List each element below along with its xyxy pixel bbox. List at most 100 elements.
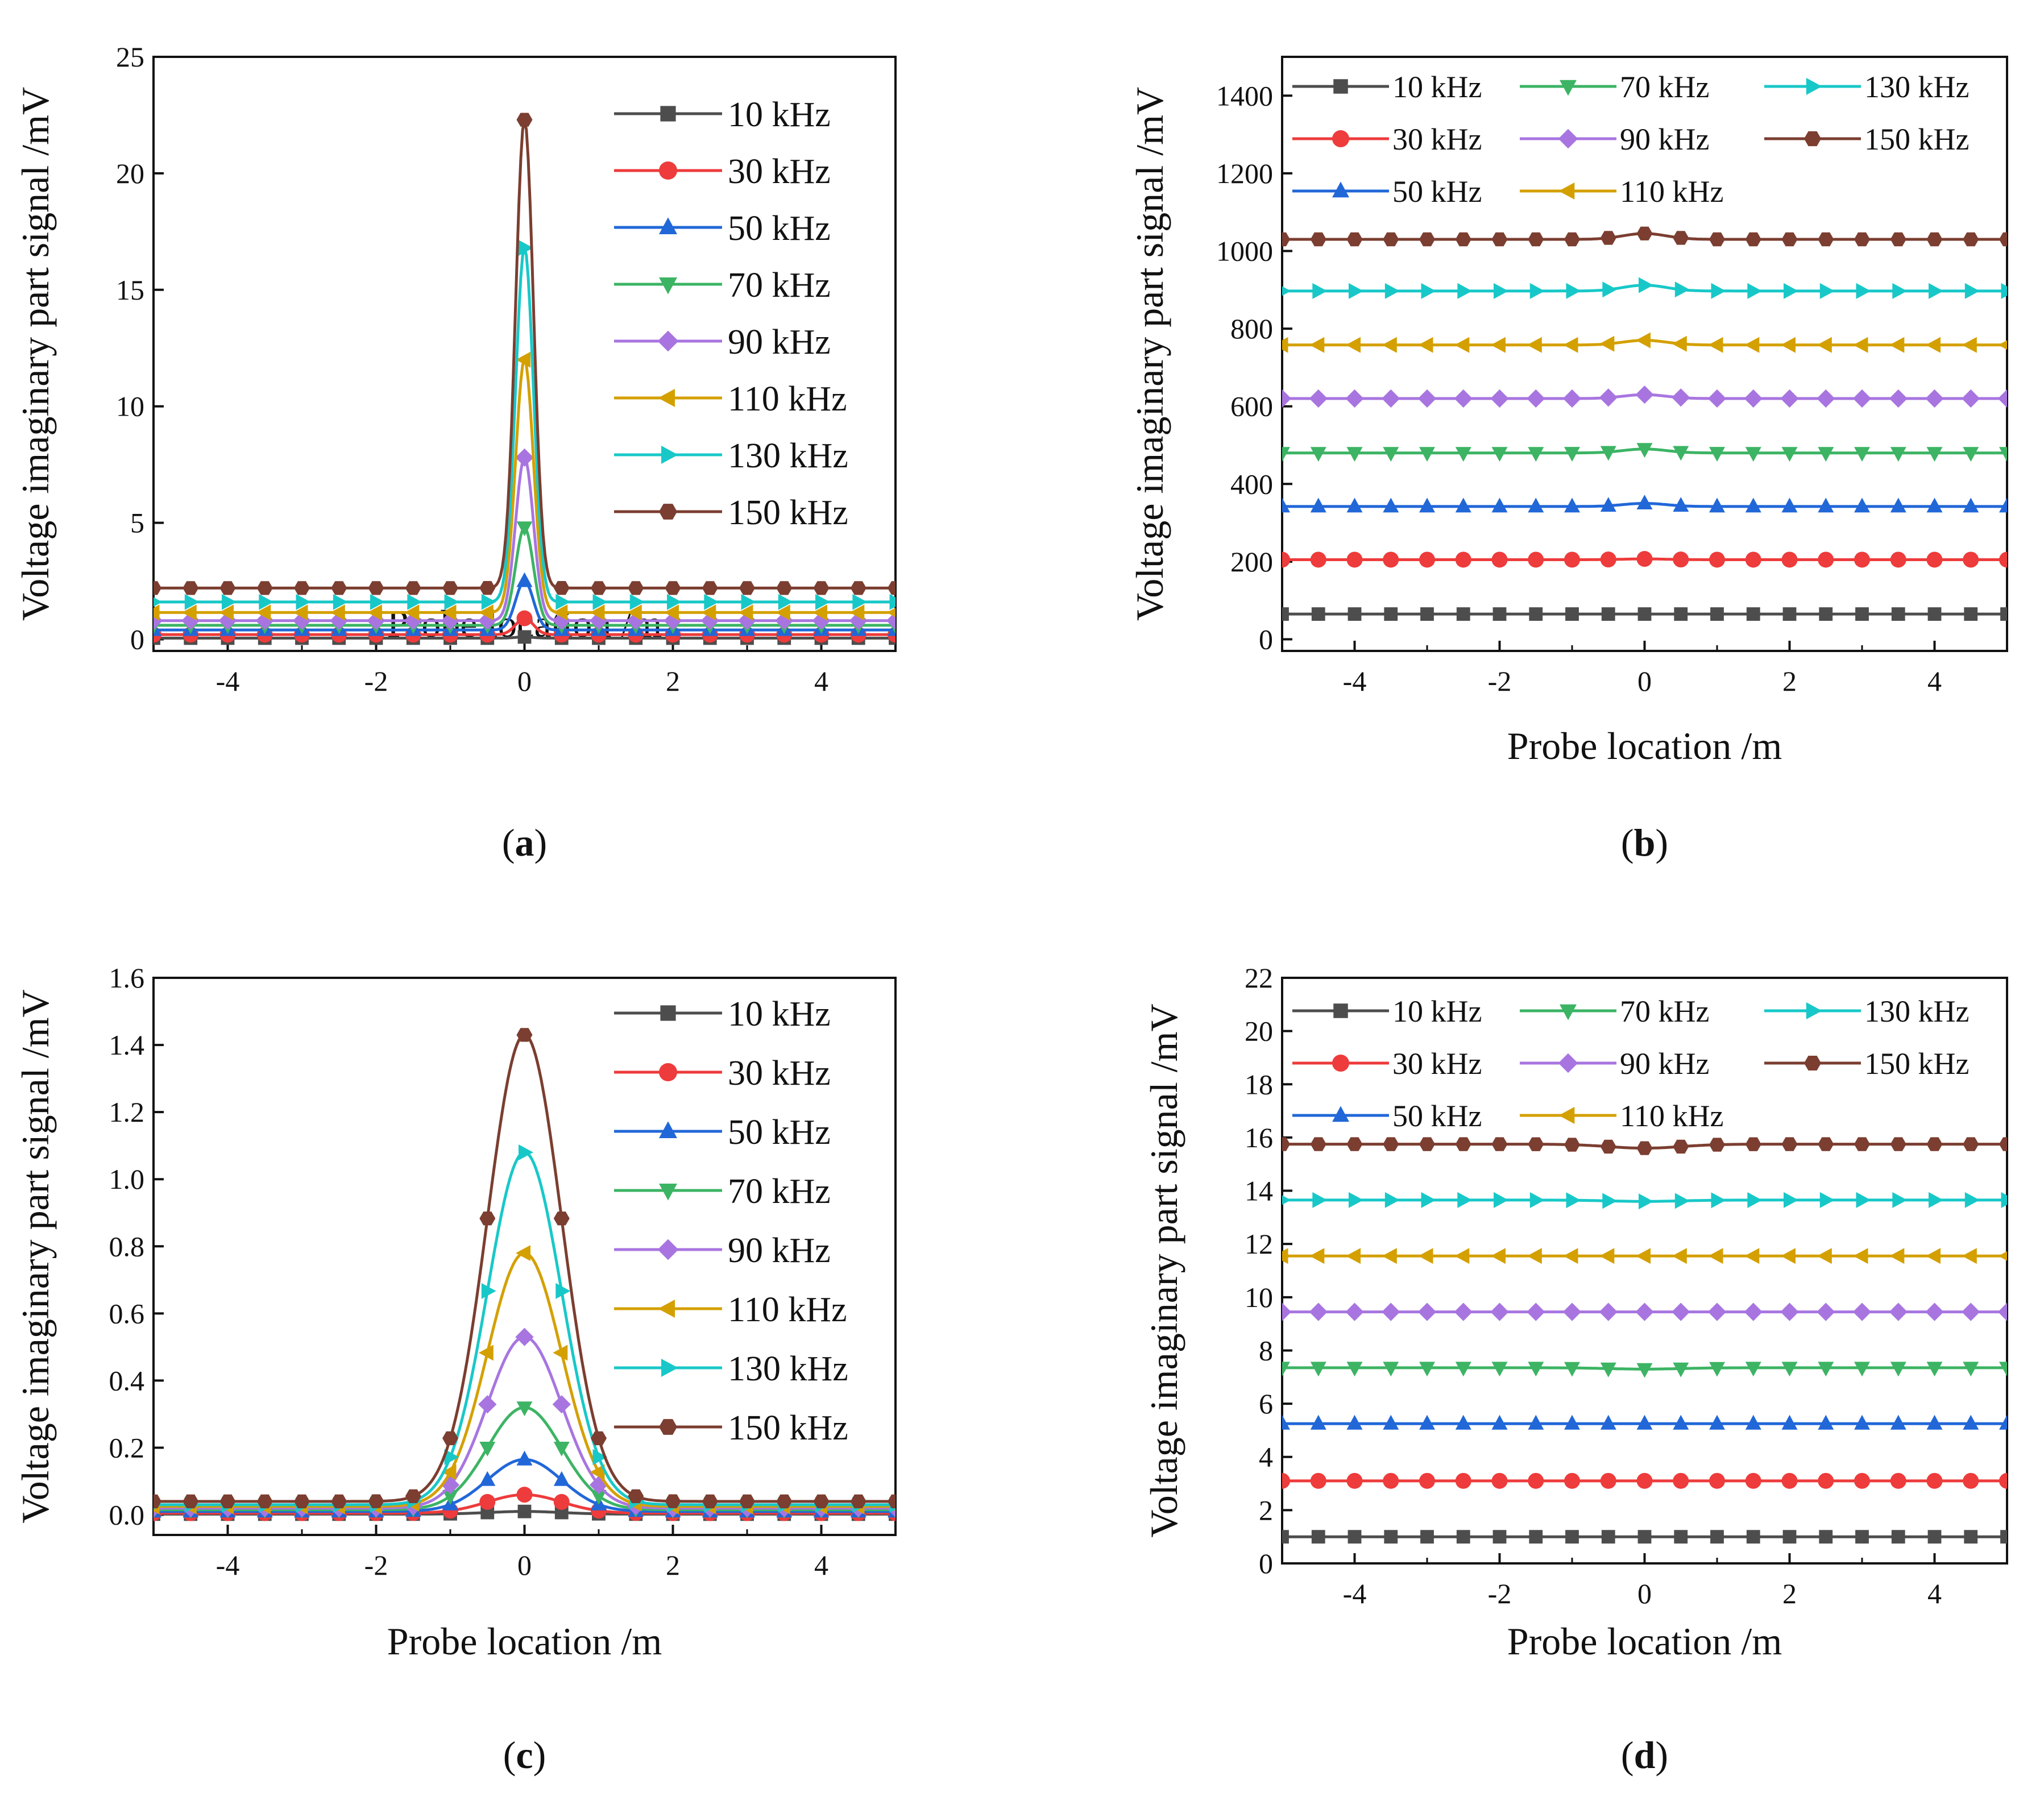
- legend-marker: [657, 1239, 679, 1260]
- data-point: [1673, 1362, 1689, 1377]
- data-point: [1384, 607, 1398, 621]
- series-50-kHz: [1282, 495, 2007, 513]
- data-point: [1927, 607, 1942, 621]
- data-point: [1600, 1414, 1616, 1430]
- data-point: [1639, 277, 1653, 293]
- data-point: [1818, 447, 1834, 462]
- legend-label: 10 kHz: [728, 96, 831, 134]
- data-point: [1528, 447, 1544, 462]
- x-tick-label: -4: [1343, 665, 1367, 697]
- data-point: [1345, 389, 1364, 408]
- data-point: [1745, 497, 1761, 513]
- data-point: [1564, 1362, 1580, 1377]
- data-point: [1602, 1193, 1618, 1209]
- data-point: [1282, 1137, 1290, 1151]
- data-point: [1637, 607, 1652, 621]
- data-point: [1999, 1472, 2007, 1489]
- data-point: [1491, 337, 1506, 353]
- data-point: [1962, 337, 1977, 353]
- data-point: [1566, 1192, 1581, 1209]
- data-point: [1708, 337, 1723, 353]
- legend-label: 90 kHz: [1620, 122, 1709, 156]
- data-point: [1527, 337, 1542, 353]
- data-point: [444, 594, 459, 610]
- data-point: [1454, 1248, 1470, 1264]
- data-point: [1527, 389, 1545, 408]
- data-point: [259, 594, 274, 610]
- legend-label: 10 kHz: [1392, 994, 1482, 1028]
- data-point: [1963, 551, 1979, 568]
- legend-item: 70 kHz: [614, 266, 831, 305]
- data-point: [1962, 1248, 1977, 1264]
- data-point: [1384, 1530, 1398, 1544]
- legend-item: 50 kHz: [614, 1113, 831, 1152]
- legend-item: 130 kHz: [614, 437, 848, 475]
- data-point: [1528, 232, 1544, 247]
- data-point: [813, 581, 830, 595]
- data-point: [1494, 283, 1508, 299]
- data-point: [1784, 283, 1798, 299]
- data-point: [1854, 447, 1870, 462]
- x-tick-label: -2: [1488, 665, 1512, 697]
- data-point: [1709, 497, 1725, 513]
- x-tick-label: 4: [814, 1549, 828, 1581]
- data-point: [1781, 1414, 1798, 1430]
- data-point: [183, 1494, 199, 1509]
- data-point: [664, 604, 679, 621]
- data-point: [1710, 1530, 1724, 1544]
- data-point: [1819, 607, 1833, 621]
- data-point: [1929, 1192, 1943, 1208]
- data-point: [1636, 1141, 1653, 1155]
- legend-label: 30 kHz: [728, 152, 831, 191]
- data-point: [1309, 1302, 1328, 1321]
- data-point: [1744, 1302, 1763, 1321]
- data-point: [1889, 1302, 1908, 1321]
- legend-marker: [659, 504, 677, 520]
- data-point: [1454, 389, 1473, 408]
- data-point: [1963, 1472, 1979, 1489]
- legend-label: 90 kHz: [1620, 1047, 1709, 1081]
- data-point: [1455, 497, 1471, 513]
- legend-item: 150 kHz: [1764, 122, 1969, 156]
- data-point: [1963, 232, 1979, 247]
- data-point: [441, 604, 457, 621]
- data-point: [1818, 232, 1834, 247]
- data-point: [1853, 337, 1868, 353]
- series-150-kHz: [1282, 1137, 2007, 1155]
- y-tick-label: 15: [116, 274, 144, 306]
- data-point: [1636, 1472, 1653, 1489]
- data-point: [1926, 232, 1943, 247]
- data-point: [442, 1489, 458, 1505]
- legend-marker: [1332, 1106, 1349, 1122]
- data-point: [1310, 1137, 1326, 1151]
- data-point: [1747, 283, 1763, 299]
- data-point: [1528, 1472, 1544, 1489]
- data-point: [516, 1028, 533, 1042]
- data-point: [1382, 337, 1397, 353]
- data-point: [1419, 497, 1435, 513]
- plot-area: [1282, 1137, 2007, 1544]
- data-point: [2001, 1192, 2007, 1208]
- data-point: [1564, 551, 1580, 568]
- x-axis-title: Probe location /m: [387, 1620, 662, 1663]
- y-axis-title: Voltage imaginary part signal /mV: [1142, 1003, 1185, 1537]
- data-point: [479, 1442, 496, 1457]
- y-tick-label: 6: [1259, 1388, 1273, 1420]
- data-point: [1636, 1363, 1653, 1378]
- data-point: [1889, 389, 1908, 408]
- legend-item: 10 kHz: [614, 96, 831, 134]
- data-point: [1818, 1137, 1834, 1151]
- data-point: [1600, 446, 1616, 461]
- x-tick-label: 4: [1927, 1578, 1942, 1609]
- data-point: [629, 594, 645, 610]
- data-point: [1926, 1137, 1943, 1151]
- legend-marker: [1332, 181, 1349, 198]
- y-tick-label: 0.8: [109, 1230, 145, 1262]
- legend-marker: [1560, 1004, 1577, 1020]
- data-point: [294, 581, 310, 595]
- data-point: [1636, 1248, 1651, 1264]
- data-point: [1527, 1302, 1545, 1321]
- data-point: [222, 594, 237, 610]
- data-point: [850, 581, 866, 595]
- data-point: [888, 581, 895, 595]
